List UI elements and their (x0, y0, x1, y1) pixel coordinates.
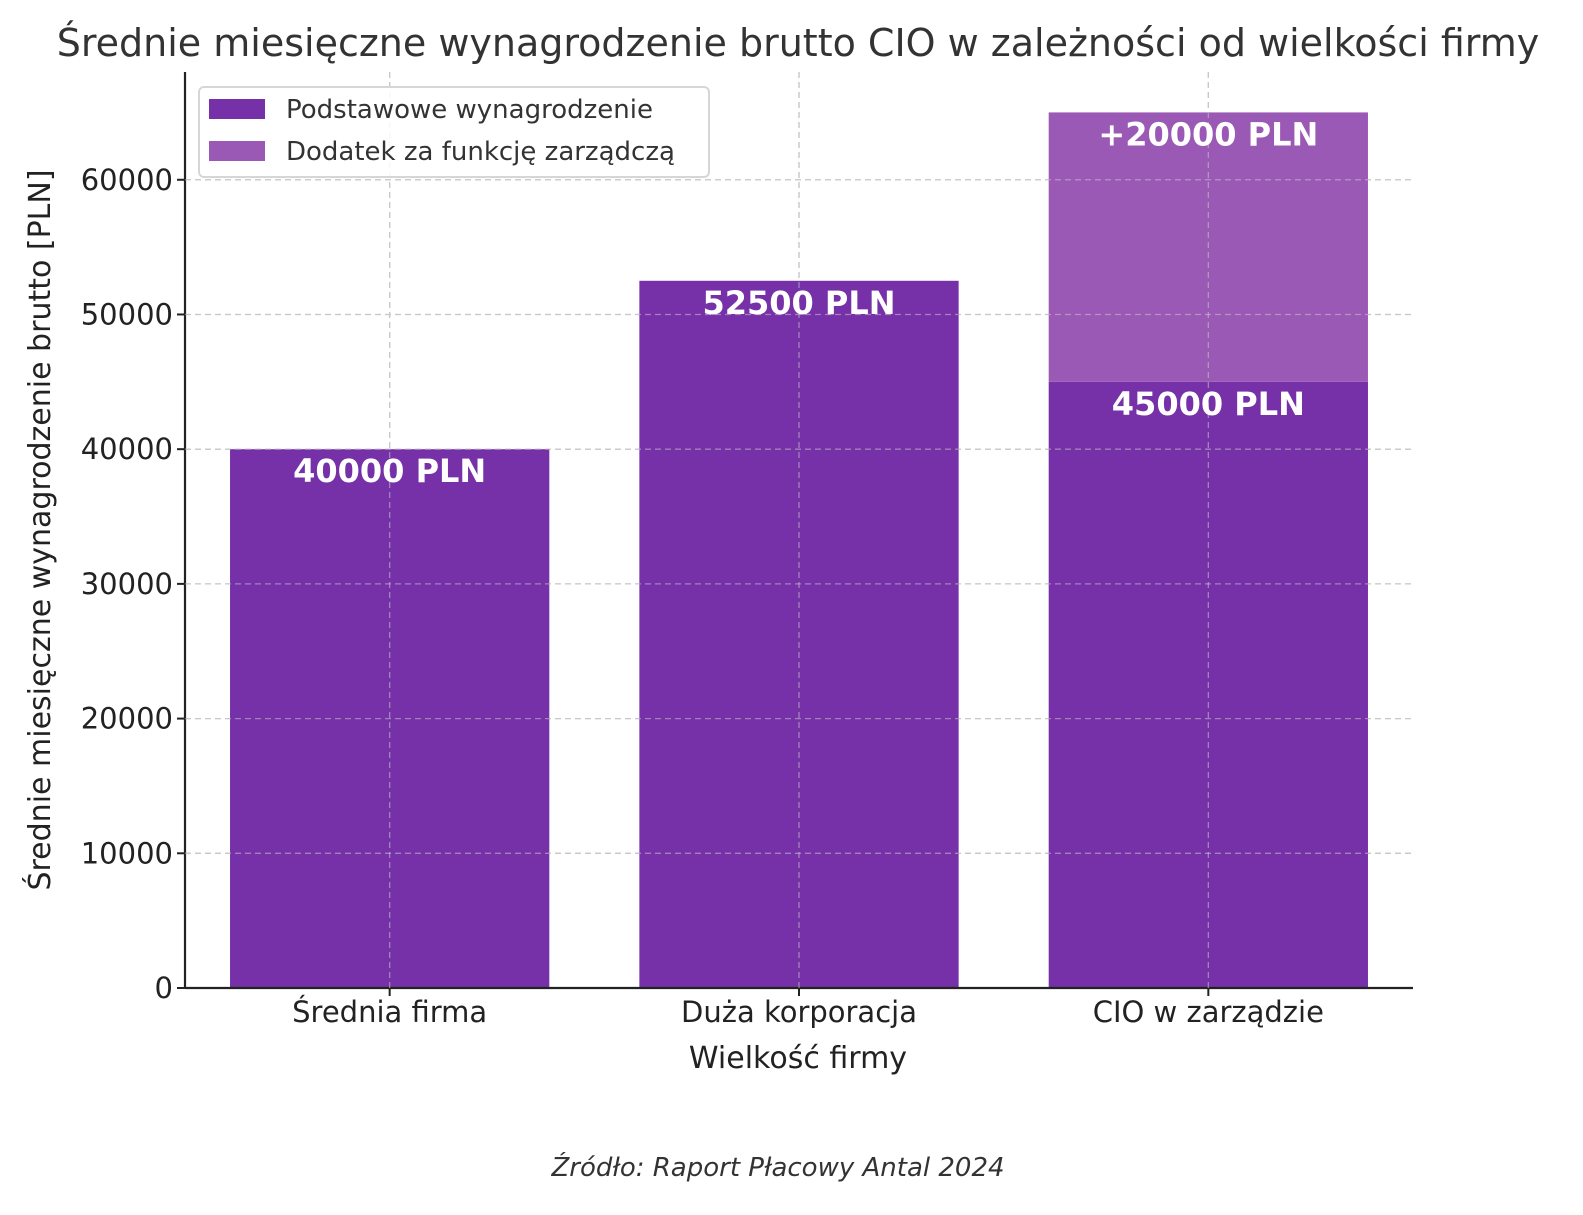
y-tick-label: 0 (155, 971, 173, 1005)
bar-value-label: 52500 PLN (702, 284, 895, 322)
y-axis-label: Średnie miesięczne wynagrodzenie brutto … (21, 169, 58, 890)
y-tick-label: 20000 (81, 702, 173, 736)
y-tick-label: 40000 (81, 432, 173, 466)
y-tick-label: 10000 (81, 836, 173, 870)
ticks: 0 10000 20000 30000 40000 50000 60000 Średnia f… (81, 163, 1324, 1029)
bar-value-label: 45000 PLN (1112, 385, 1305, 423)
y-tick-label: 60000 (81, 163, 173, 197)
bar-labels: 40000 PLN 52500 PLN 45000 PLN +20000 PLN (293, 115, 1318, 490)
x-tick-label: Średnia firma (292, 995, 487, 1029)
bar-value-label: +20000 PLN (1098, 115, 1318, 153)
legend-label: Dodatek za funkcję zarządczą (286, 137, 675, 167)
legend-swatch (209, 99, 265, 119)
grid-overlay (185, 179, 1413, 854)
legend-box (198, 86, 710, 178)
y-tick-label: 30000 (81, 567, 173, 601)
legend-swatch (209, 141, 265, 161)
y-tick-label: 50000 (81, 297, 173, 331)
x-axis-label: Wielkość firmy (689, 1041, 907, 1076)
chart-title: Średnie miesięczne wynagrodzenie brutto … (57, 21, 1539, 65)
bar-value-label: 40000 PLN (293, 452, 486, 490)
source-note: Źródło: Raport Płacowy Antal 2024 (550, 1151, 1004, 1183)
legend-label: Podstawowe wynagrodzenie (286, 95, 653, 125)
x-tick-label: CIO w zarządzie (1093, 995, 1324, 1029)
x-tick-label: Duża korporacja (681, 995, 917, 1029)
legend: Podstawowe wynagrodzenie Dodatek za funkc… (198, 86, 710, 178)
